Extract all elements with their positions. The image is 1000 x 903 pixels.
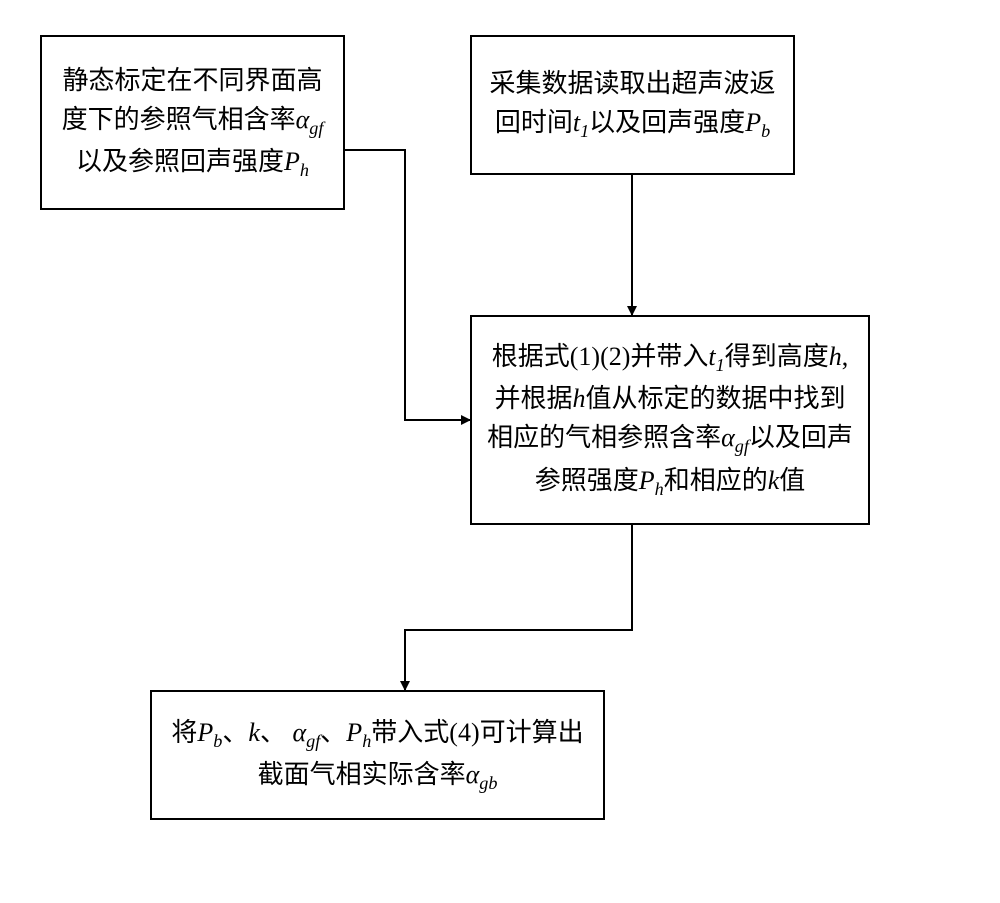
flowchart-edge	[405, 525, 632, 690]
flowchart-node-data-collection: 采集数据读取出超声波返回时间t1以及回声强度Pb	[470, 35, 795, 175]
flowchart-node-calibration: 静态标定在不同界面高度下的参照气相含率αgf以及参照回声强度Ph	[40, 35, 345, 210]
flowchart-edge	[345, 150, 470, 420]
flowchart-node-compute: 将Pb、k、 αgf、Ph带入式(4)可计算出截面气相实际含率αgb	[150, 690, 605, 820]
node-text: 静态标定在不同界面高度下的参照气相含率αgf以及参照回声强度Ph	[54, 61, 331, 185]
node-text: 根据式(1)(2)并带入t1得到高度h,并根据h值从标定的数据中找到相应的气相参…	[484, 337, 856, 503]
node-text: 将Pb、k、 αgf、Ph带入式(4)可计算出截面气相实际含率αgb	[164, 713, 591, 798]
flowchart-node-lookup: 根据式(1)(2)并带入t1得到高度h,并根据h值从标定的数据中找到相应的气相参…	[470, 315, 870, 525]
node-text: 采集数据读取出超声波返回时间t1以及回声强度Pb	[484, 64, 781, 145]
